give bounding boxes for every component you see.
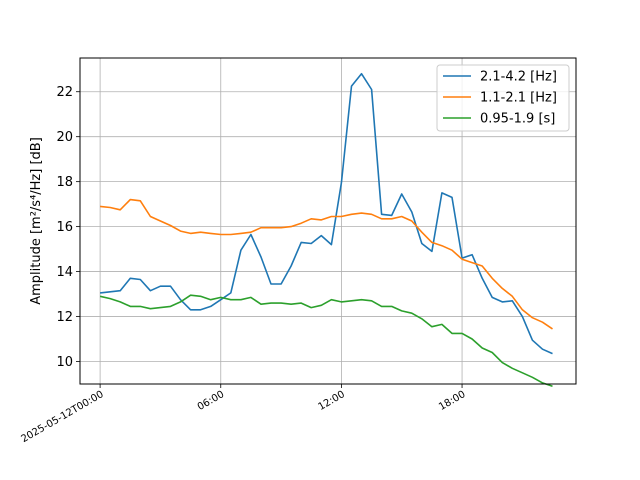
y-axis: 10 12 14 16 18 20 22 xyxy=(56,85,80,370)
legend-label-3: 0.95-1.9 [s] xyxy=(480,112,555,127)
legend: 2.1-4.2 [Hz] 1.1-2.1 [Hz] 0.95-1.9 [s] xyxy=(436,64,570,132)
y-tick-label: 10 xyxy=(56,355,73,370)
series-line-1 xyxy=(100,72,553,355)
legend-frame xyxy=(436,64,570,132)
legend-label-1: 2.1-4.2 [Hz] xyxy=(480,70,557,85)
series-line-3 xyxy=(99,294,553,387)
y-axis-label: Amplitude [m²/s⁴/Hz] [dB] xyxy=(29,137,44,305)
y-tick-label: 18 xyxy=(56,175,73,190)
y-tick-label: 12 xyxy=(56,310,73,325)
series-lines xyxy=(99,72,553,387)
y-tick-label: 22 xyxy=(56,85,73,100)
y-tick-label: 16 xyxy=(56,220,73,235)
series-line-2 xyxy=(100,198,553,330)
y-tick-label: 20 xyxy=(56,130,73,145)
y-tick-label: 14 xyxy=(56,265,73,280)
plot-frame xyxy=(79,57,577,385)
legend-label-2: 1.1-2.1 [Hz] xyxy=(480,91,557,106)
